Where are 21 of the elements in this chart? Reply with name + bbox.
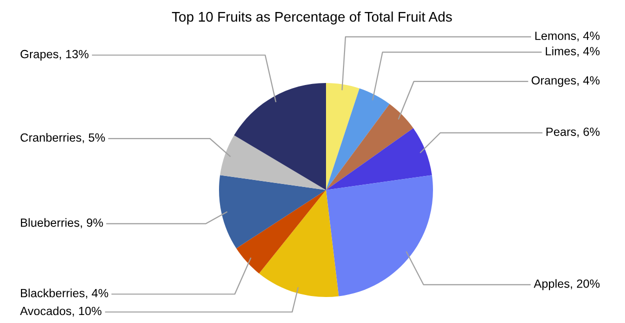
- slice-label: Pears, 6%: [546, 128, 600, 138]
- slice-label: Apples, 20%: [534, 279, 600, 290]
- pie-slice: [326, 88, 390, 190]
- pie-slice: [236, 190, 326, 274]
- slice-label: Oranges, 4%: [532, 76, 600, 87]
- pie-slice: [220, 135, 326, 190]
- pie-slice: [326, 175, 433, 296]
- slice-label: Grapes, 13%: [20, 50, 88, 61]
- pie-slice: [259, 190, 339, 297]
- slice-label: Blackberries, 4%: [20, 288, 108, 299]
- slice-label: Blueberries, 9%: [20, 218, 103, 228]
- chart-title: Top 10 Fruits as Percentage of Total Fruit Ads: [172, 12, 452, 24]
- pie-slice: [219, 175, 326, 248]
- pie-slice: [234, 83, 326, 190]
- slice-label: Lemons, 4%: [535, 32, 600, 42]
- slice-label: Limes, 4%: [546, 46, 600, 57]
- pie-slice: [326, 128, 432, 190]
- pie-slice: [326, 104, 414, 190]
- pie-slice: [326, 83, 360, 190]
- slice-label: Cranberries, 5%: [20, 133, 105, 144]
- slice-label: Avocados, 10%: [20, 306, 102, 317]
